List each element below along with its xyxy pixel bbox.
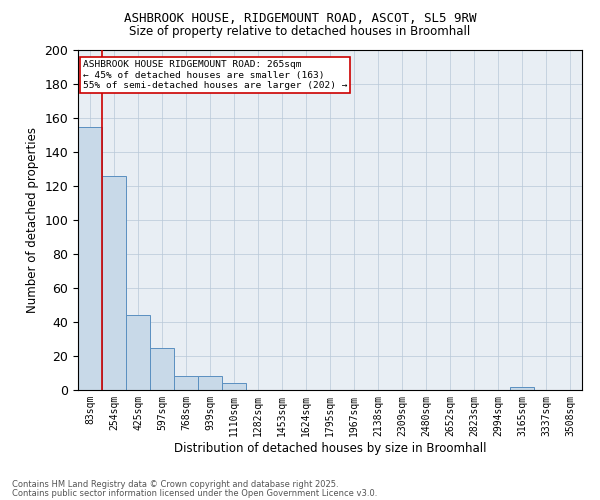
Bar bbox=[126, 315, 150, 390]
Bar bbox=[174, 376, 198, 390]
Y-axis label: Number of detached properties: Number of detached properties bbox=[26, 127, 39, 313]
Bar bbox=[222, 383, 246, 390]
Text: Contains HM Land Registry data © Crown copyright and database right 2025.: Contains HM Land Registry data © Crown c… bbox=[12, 480, 338, 489]
X-axis label: Distribution of detached houses by size in Broomhall: Distribution of detached houses by size … bbox=[174, 442, 486, 454]
Text: ASHBROOK HOUSE RIDGEMOUNT ROAD: 265sqm
← 45% of detached houses are smaller (163: ASHBROOK HOUSE RIDGEMOUNT ROAD: 265sqm ←… bbox=[83, 60, 347, 90]
Bar bbox=[102, 176, 126, 390]
Bar bbox=[78, 126, 102, 390]
Bar bbox=[150, 348, 174, 390]
Text: ASHBROOK HOUSE, RIDGEMOUNT ROAD, ASCOT, SL5 9RW: ASHBROOK HOUSE, RIDGEMOUNT ROAD, ASCOT, … bbox=[124, 12, 476, 26]
Bar bbox=[198, 376, 222, 390]
Bar bbox=[510, 386, 534, 390]
Text: Size of property relative to detached houses in Broomhall: Size of property relative to detached ho… bbox=[130, 25, 470, 38]
Text: Contains public sector information licensed under the Open Government Licence v3: Contains public sector information licen… bbox=[12, 488, 377, 498]
